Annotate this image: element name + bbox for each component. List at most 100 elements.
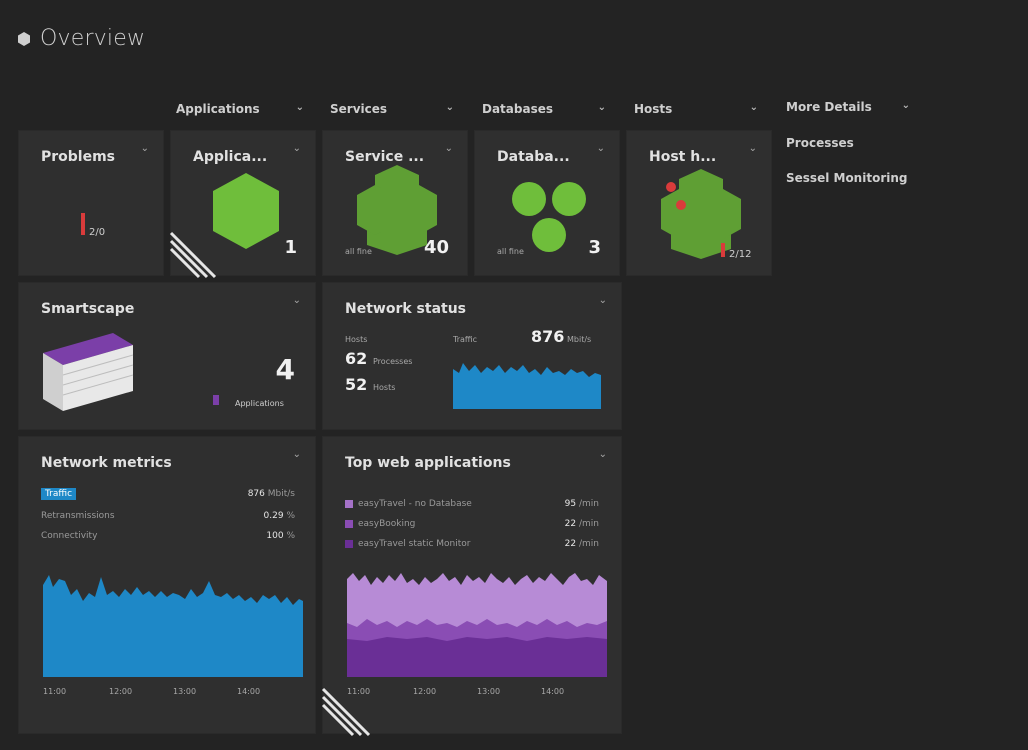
chevron-down-icon[interactable]: ⌄	[748, 143, 757, 154]
x-tick: 11:00	[43, 687, 67, 696]
corner-stripes	[321, 687, 371, 737]
hosts-count: 2/12	[729, 249, 752, 260]
hosts-tile[interactable]: Host h... ⌄ 2/12	[626, 130, 772, 276]
x-tick: 14:00	[541, 687, 565, 696]
tile-title: Network metrics	[41, 455, 172, 471]
chevron-down-icon: ⌄	[901, 100, 910, 111]
problems-tile[interactable]: Problems ⌄ 2/0	[18, 130, 164, 276]
tile-title: Smartscape	[41, 301, 135, 317]
web-app-value: 22 /min	[564, 539, 599, 549]
chevron-down-icon[interactable]: ⌄	[598, 295, 607, 306]
hosts-sub: Processes	[373, 357, 413, 366]
hosts-value: 62	[345, 349, 368, 368]
traffic-sparkline	[453, 363, 601, 409]
page-title-text: Overview	[40, 26, 146, 51]
x-tick: 11:00	[347, 687, 371, 696]
traffic-label: Traffic	[453, 335, 478, 344]
column-header-hosts[interactable]: Hosts ⌄	[634, 102, 758, 116]
metric-row-retransmissions[interactable]: Retransmissions	[41, 511, 115, 521]
metric-label: Connectivity	[41, 531, 98, 541]
top-web-applications-tile[interactable]: Top web applications ⌄ easyTravel - no D…	[321, 436, 622, 737]
web-app-label: easyTravel static Monitor	[358, 539, 471, 549]
column-header-applications[interactable]: Applications ⌄	[176, 102, 304, 116]
hosts-label: Hosts	[345, 335, 368, 344]
proc-value: 52	[345, 375, 368, 394]
corner-stripes	[169, 231, 217, 279]
web-app-row[interactable]: easyTravel static Monitor	[345, 539, 470, 549]
legend-marker	[345, 539, 353, 548]
tile-title: Host h...	[649, 149, 717, 165]
application-hexagon	[213, 173, 279, 249]
services-honeycomb	[357, 165, 437, 255]
metric-row-connectivity[interactable]: Connectivity	[41, 531, 97, 541]
web-app-label: easyTravel - no Database	[358, 499, 472, 509]
traffic-value: 876	[531, 327, 565, 346]
services-count: 40	[423, 237, 449, 258]
traffic-unit: Mbit/s	[567, 335, 592, 344]
chevron-down-icon: ⌄	[597, 102, 606, 113]
link-synthetic-monitoring[interactable]: Sessel Monitoring	[786, 171, 908, 185]
page-title: Overview	[16, 26, 145, 51]
network-status-tile[interactable]: Network status ⌄ Hosts 62 Processes 52 H…	[322, 282, 622, 430]
chevron-down-icon: ⌄	[445, 102, 454, 113]
column-header-more-details[interactable]: More Details ⌄	[786, 100, 910, 114]
traffic-area-chart	[43, 575, 303, 677]
tile-title: Network status	[345, 301, 467, 317]
applications-tile[interactable]: Applica... ⌄ 1	[169, 130, 316, 279]
problem-bar	[81, 213, 85, 235]
problem-bar	[721, 243, 725, 257]
services-label: all fine	[345, 247, 372, 256]
x-tick: 14:00	[237, 687, 261, 696]
tile-title: Databa...	[497, 149, 570, 165]
metric-label: Traffic	[41, 488, 77, 500]
smartscape-legend: Applications	[235, 399, 284, 408]
databases-tile[interactable]: Databa... ⌄ all fine 3	[474, 130, 620, 276]
legend-marker	[213, 395, 219, 405]
legend-marker	[345, 499, 353, 508]
smartscape-tile[interactable]: Smartscape ⌄ 4 Applications	[18, 282, 316, 430]
chevron-down-icon[interactable]: ⌄	[596, 143, 605, 154]
link-processes[interactable]: Processes	[786, 136, 854, 150]
web-apps-stacked-area-chart	[347, 573, 607, 677]
tile-title: Problems	[41, 149, 116, 165]
chevron-down-icon[interactable]: ⌄	[598, 449, 607, 460]
proc-sub: Hosts	[373, 383, 396, 392]
x-tick: 13:00	[477, 687, 501, 696]
web-app-label: easyBooking	[358, 519, 416, 529]
applications-count: 1	[284, 237, 297, 258]
hosts-honeycomb	[661, 169, 741, 259]
smartscape-cube	[43, 333, 134, 411]
dashboard-icon	[16, 31, 32, 47]
tile-title: Top web applications	[345, 455, 511, 471]
tile-title: Service ...	[345, 149, 425, 165]
metric-value: 876 Mbit/s	[247, 489, 295, 499]
web-app-row[interactable]: easyTravel - no Database	[345, 499, 472, 509]
problems-count: 2/0	[89, 227, 106, 238]
tile-title: Applica...	[193, 149, 268, 165]
chevron-down-icon[interactable]: ⌄	[292, 143, 301, 154]
smartscape-count: 4	[275, 353, 295, 386]
metric-label: Retransmissions	[41, 511, 115, 521]
chevron-down-icon[interactable]: ⌄	[444, 143, 453, 154]
chevron-down-icon[interactable]: ⌄	[292, 295, 301, 306]
services-tile[interactable]: Service ... ⌄ all fine 40	[322, 130, 468, 276]
legend-marker	[345, 519, 353, 528]
column-header-databases[interactable]: Databases ⌄	[482, 102, 606, 116]
x-tick: 12:00	[109, 687, 133, 696]
chevron-down-icon: ⌄	[749, 102, 758, 113]
chevron-down-icon[interactable]: ⌄	[292, 449, 301, 460]
column-header-services[interactable]: Services ⌄	[330, 102, 454, 116]
metric-value: 0.29 %	[263, 511, 295, 521]
web-app-row[interactable]: easyBooking	[345, 519, 415, 529]
databases-count: 3	[588, 237, 601, 258]
chevron-down-icon[interactable]: ⌄	[140, 143, 149, 154]
chevron-down-icon: ⌄	[295, 102, 304, 113]
metric-row-traffic[interactable]: Traffic	[41, 488, 77, 500]
metric-value: 100 %	[266, 531, 295, 541]
web-app-value: 22 /min	[564, 519, 599, 529]
databases-bubbles	[512, 182, 586, 252]
web-app-value: 95 /min	[564, 499, 599, 509]
databases-label: all fine	[497, 247, 524, 256]
network-metrics-tile[interactable]: Network metrics ⌄ Traffic 876 Mbit/s Ret…	[18, 436, 316, 734]
x-tick: 13:00	[173, 687, 197, 696]
